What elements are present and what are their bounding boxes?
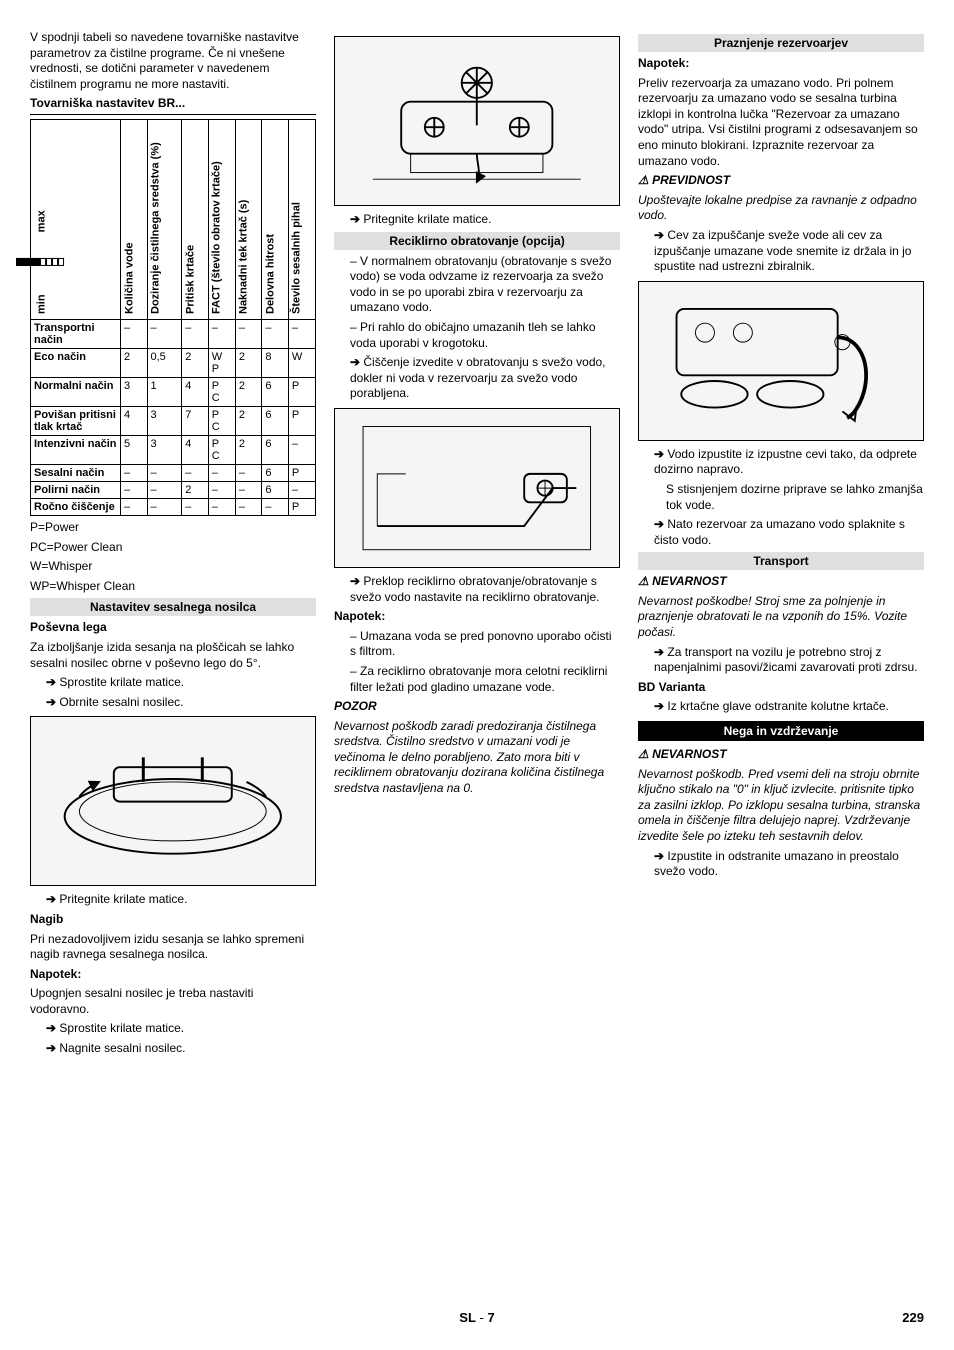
footer-sub: 7: [487, 1310, 494, 1325]
p-tilt: Pri nezadovoljivem izidu sesanja se lahk…: [30, 932, 316, 963]
drain-b2: Vodo izpustite iz izpustne cevi tako, da…: [638, 447, 924, 478]
hdr-c4: FACT (število obratov krtače): [208, 119, 235, 319]
settings-table: min max Količina vode Doziranje čistilne…: [30, 119, 316, 516]
legend-w: W=Whisper: [30, 559, 316, 575]
table-row: Sesalni način–––––6P: [31, 464, 316, 481]
intro-text: V spodnji tabeli so navedene tovarniške …: [30, 30, 316, 92]
p-oblique: Za izboljšanje izida sesanja na ploščica…: [30, 640, 316, 671]
legend-wp: WP=Whisper Clean: [30, 579, 316, 595]
section-drain: Praznjenje rezervoarjev: [638, 34, 924, 52]
drain-b1: Cev za izpuščanje sveže vode ali cev za …: [638, 228, 924, 275]
section-recycling: Reciklirno obratovanje (opcija): [334, 232, 620, 250]
rec-b2: Čiščenje izvedite v obratovanju s svežo …: [334, 355, 620, 402]
bd-variant: BD Varianta: [638, 680, 924, 696]
legend-pc: PC=Power Clean: [30, 540, 316, 556]
figure-drain-hose: [638, 281, 924, 441]
sub-oblique: Poševna lega: [30, 620, 316, 636]
table-row: Polirni način––2––6–: [31, 481, 316, 498]
table-row: Eco način20,52W P28W: [31, 348, 316, 377]
hdr-c5: Naknadni tek krtač (s): [235, 119, 262, 319]
section-transport: Transport: [638, 552, 924, 570]
hdr-max: max: [35, 211, 47, 233]
hdr-c3: Pritisk krtače: [182, 119, 209, 319]
hdr-c2: Doziranje čistilnega sredstva (%): [147, 119, 182, 319]
table-row: Normalni način314P C26P: [31, 377, 316, 406]
drain-p1: Preliv rezervoarja za umazano vodo. Pri …: [638, 76, 924, 170]
hdr-min: min: [35, 295, 47, 315]
step-loosen1: Sprostite krilate matice.: [30, 675, 316, 691]
danger-text: Nevarnost poškodbe! Stroj sme za polnjen…: [638, 594, 924, 641]
table-row: Intenzivni način534P C26–: [31, 435, 316, 464]
table-title: Tovarniška nastavitev BR...: [30, 96, 316, 115]
previdnost-label: PREVIDNOST: [638, 173, 924, 189]
hdr-c6: Delovna hitrost: [262, 119, 289, 319]
pozor-label: POZOR: [334, 699, 620, 715]
danger-label: NEVARNOST: [638, 574, 924, 590]
page-footer: SL - 7 229: [0, 1310, 954, 1325]
p-note1: Upognjen sesalni nosilec je treba nastav…: [30, 986, 316, 1017]
note2: Napotek:: [334, 609, 620, 625]
section-suction-carrier: Nastavitev sesalnega nosilca: [30, 598, 316, 616]
figure-recycle-switch: [334, 408, 620, 568]
hdr-c7: Število sesalnih pihal: [288, 119, 315, 319]
rec-d3: Umazana voda se pred ponovno uporabo oči…: [334, 629, 620, 660]
step-turn: Obrnite sesalni nosilec.: [30, 695, 316, 711]
danger2-label: NEVARNOST: [638, 747, 924, 763]
footer-page: 229: [902, 1310, 924, 1325]
drain-b2b: S stisnjenjem dozirne priprave se lahko …: [638, 482, 924, 513]
hdr-c1: Količina vode: [121, 119, 148, 319]
step-tilt: Nagnite sesalni nosilec.: [30, 1041, 316, 1057]
trans-b5: Iz krtačne glave odstranite kolutne krta…: [638, 699, 924, 715]
table-row: Ročno čiščenje––––––P: [31, 498, 316, 515]
table-row: Transportni način–––––––: [31, 319, 316, 348]
previdnost-text: Upoštevajte lokalne predpise za ravnanje…: [638, 193, 924, 224]
note1: Napotek:: [30, 967, 316, 983]
step-loosen2: Sprostite krilate matice.: [30, 1021, 316, 1037]
table-row: Povišan pritisni tlak krtač437P C26P: [31, 406, 316, 435]
figure-squeegee-angle: [30, 716, 316, 886]
danger2-text: Nevarnost poškodb. Pred vsemi deli na st…: [638, 767, 924, 845]
rec-d2: Pri rahlo do običajno umazanih tleh se l…: [334, 320, 620, 351]
step-tighten1: Pritegnite krilate matice.: [30, 892, 316, 908]
footer-lang: SL: [459, 1310, 476, 1325]
sub-tilt: Nagib: [30, 912, 316, 928]
maint-b6: Izpustite in odstranite umazano in preos…: [638, 849, 924, 880]
legend-p: P=Power: [30, 520, 316, 536]
drain-b3: Nato rezervoar za umazano vodo splaknite…: [638, 517, 924, 548]
step-tighten2: Pritegnite krilate matice.: [334, 212, 620, 228]
section-maintenance: Nega in vzdrževanje: [638, 721, 924, 741]
pozor-text: Nevarnost poškodb zaradi predoziranja či…: [334, 719, 620, 797]
trans-b4: Za transport na vozilu je potrebno stroj…: [638, 645, 924, 676]
rec-b3: Preklop reciklirno obratovanje/obratovan…: [334, 574, 620, 605]
rec-d1: V normalnem obratovanju (obratovanje s s…: [334, 254, 620, 316]
note3: Napotek:: [638, 56, 924, 72]
figure-squeegee-top: [334, 36, 620, 206]
rec-d4: Za reciklirno obratovanje mora celotni r…: [334, 664, 620, 695]
